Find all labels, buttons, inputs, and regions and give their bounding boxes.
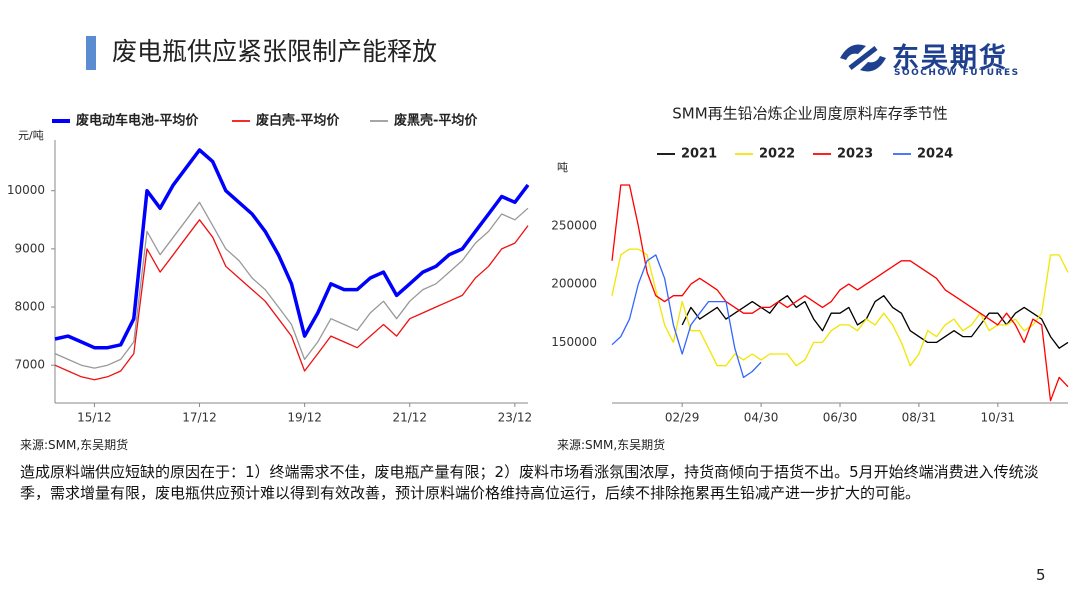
series-line	[54, 219, 529, 381]
logo: 东吴期货	[892, 43, 1008, 74]
legend-label: 2022	[759, 147, 795, 162]
x-tick-label: 04/30	[744, 411, 779, 425]
legend-label: 废白壳-平均价	[256, 113, 340, 129]
legend-label: 2023	[837, 147, 873, 162]
y-tick-label: 9000	[14, 241, 45, 255]
x-tick-label: 06/30	[823, 411, 858, 425]
source: 来源:SMM,东吴期货	[20, 438, 129, 452]
x-tick-label: 19/12	[287, 411, 322, 425]
y-axis-label: 元/吨	[18, 129, 44, 142]
y-tick-label: 10000	[7, 183, 45, 197]
series-line	[611, 248, 1069, 367]
y-tick-label: 250000	[551, 218, 597, 232]
series-line	[54, 201, 529, 369]
logo-sub: SOOCHOW FUTURES	[894, 68, 1020, 78]
source: 来源:SMM,东吴期货	[557, 438, 666, 452]
x-tick-label: 21/12	[392, 411, 427, 425]
y-tick-label: 8000	[14, 300, 45, 314]
y-tick-label: 200000	[551, 277, 597, 291]
logo-icon	[840, 44, 886, 72]
legend-label: 废黑壳-平均价	[394, 113, 478, 129]
series-line	[681, 295, 1069, 349]
x-tick-label: 10/31	[981, 411, 1016, 425]
y-tick-label: 7000	[14, 358, 45, 372]
series-line	[611, 184, 1069, 402]
legend-label: 2024	[917, 147, 953, 162]
slide-title: 废电瓶供应紧张限制产能释放	[112, 37, 438, 66]
y-tick-label: 150000	[551, 335, 597, 349]
legend-label: 废电动车电池-平均价	[76, 113, 199, 129]
series-line	[54, 148, 530, 350]
page-number: 5	[1036, 566, 1046, 584]
x-tick-label: 15/12	[77, 411, 112, 425]
legend-label: 2021	[681, 147, 717, 162]
chart: 元/吨 7000 8000 9000 10000 15/12 17/12 19/12 21/12…	[7, 113, 533, 425]
x-tick-label: 08/31	[902, 411, 937, 425]
title-bar	[86, 36, 96, 70]
x-tick-label: 17/12	[182, 411, 217, 425]
series-line	[611, 254, 762, 379]
body-text: 造成原料端供应短缺的原因在于：1）终端需求不佳，废电瓶产量有限；2）废料市场看涨…	[20, 463, 1039, 502]
x-tick-label: 23/12	[498, 411, 533, 425]
x-tick-label: 02/29	[665, 411, 700, 425]
chart-title: SMM再生铅冶炼企业周度原料库存季节性	[672, 105, 947, 123]
y-axis-label: 吨	[557, 161, 568, 174]
